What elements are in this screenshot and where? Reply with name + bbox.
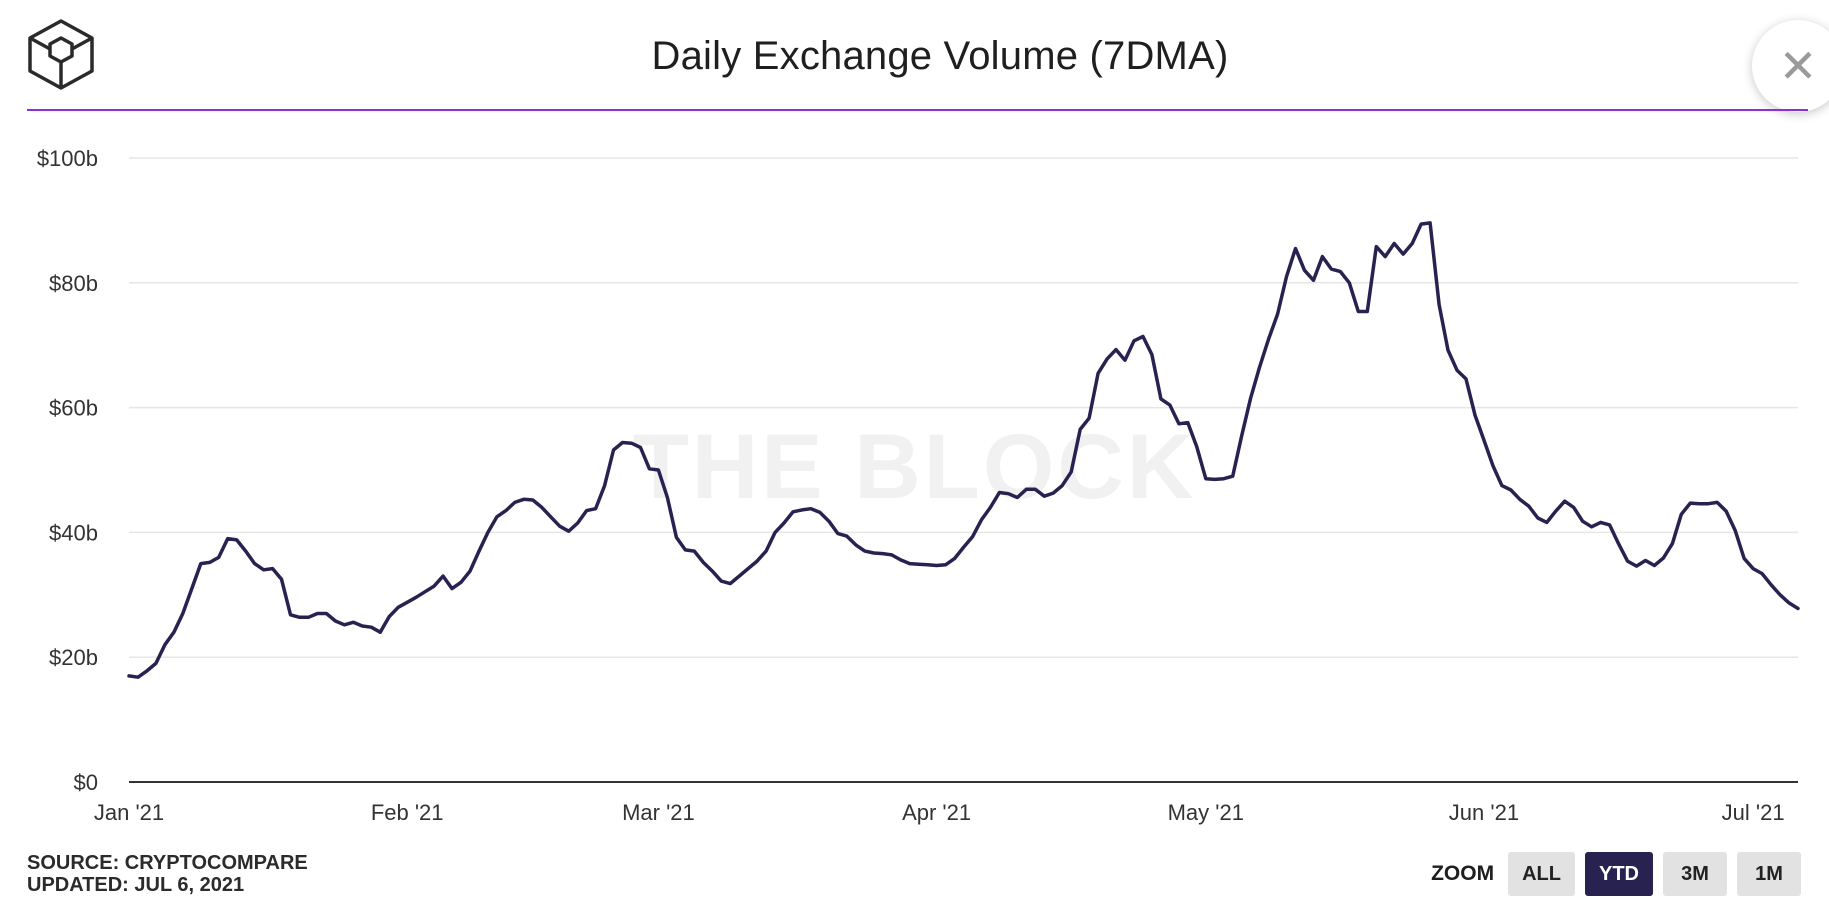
zoom-controls: ZOOM ALL YTD 3M 1M bbox=[1431, 852, 1801, 896]
series-line bbox=[127, 221, 1800, 679]
source-info: SOURCE: CRYPTOCOMPARE UPDATED: JUL 6, 20… bbox=[27, 852, 308, 896]
header-divider bbox=[27, 109, 1808, 111]
source-text: SOURCE: CRYPTOCOMPARE bbox=[27, 852, 308, 874]
the-block-cube-icon bbox=[28, 19, 94, 90]
zoom-3m-button[interactable]: 3M bbox=[1663, 852, 1727, 896]
updated-text: UPDATED: JUL 6, 2021 bbox=[27, 874, 245, 896]
x-tick-label: Apr '21 bbox=[902, 800, 971, 825]
x-tick-label: Feb '21 bbox=[371, 800, 444, 825]
x-tick-label: Jun '21 bbox=[1449, 800, 1519, 825]
chart: $0 $20b $40b $60b $80b $100b Jan '21 Feb '21 Ma… bbox=[37, 146, 1800, 825]
y-tick-label: $100b bbox=[37, 146, 98, 171]
y-tick-label: $20b bbox=[49, 645, 98, 670]
zoom-label: ZOOM bbox=[1431, 862, 1495, 885]
x-tick-label: Jan '21 bbox=[94, 800, 164, 825]
x-tick-label: May '21 bbox=[1168, 800, 1244, 825]
zoom-ytd-button[interactable]: YTD bbox=[1585, 852, 1653, 896]
close-button[interactable]: ✕ bbox=[1752, 20, 1829, 112]
y-tick-label: $0 bbox=[74, 770, 98, 795]
x-tick-label: Jul '21 bbox=[1722, 800, 1785, 825]
page-title: Daily Exchange Volume (7DMA) bbox=[651, 34, 1229, 78]
y-tick-label: $40b bbox=[49, 520, 98, 545]
y-tick-label: $60b bbox=[49, 396, 98, 421]
zoom-1m-button[interactable]: 1M bbox=[1737, 852, 1801, 896]
x-tick-label: Mar '21 bbox=[622, 800, 695, 825]
zoom-all-button[interactable]: ALL bbox=[1508, 852, 1575, 896]
close-icon: ✕ bbox=[1778, 40, 1818, 92]
y-tick-label: $80b bbox=[49, 271, 98, 296]
